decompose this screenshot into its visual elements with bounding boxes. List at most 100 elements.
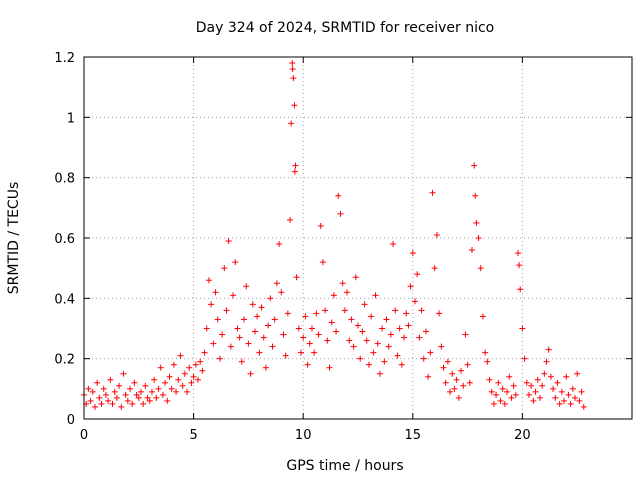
data-point [558, 388, 565, 395]
data-point [346, 337, 353, 344]
data-point [394, 352, 401, 359]
data-point [523, 379, 530, 386]
data-point [550, 385, 557, 392]
x-tick-label: 10 [295, 428, 312, 443]
data-point [282, 352, 289, 359]
data-point [479, 313, 486, 320]
data-point [135, 394, 142, 401]
data-point [468, 247, 475, 254]
data-point [512, 391, 519, 398]
data-point [534, 376, 541, 383]
data-point [214, 316, 221, 323]
data-point [495, 379, 502, 386]
data-point [516, 262, 523, 269]
data-point [102, 391, 109, 398]
data-point [525, 391, 532, 398]
data-point [414, 271, 421, 278]
data-point [433, 231, 440, 238]
data-point [238, 358, 245, 365]
data-point [313, 310, 320, 317]
data-point [271, 316, 278, 323]
data-point [335, 192, 342, 199]
data-point [210, 340, 217, 347]
data-point [363, 337, 370, 344]
data-point [113, 394, 120, 401]
data-point [453, 376, 460, 383]
data-point [422, 328, 429, 335]
data-point [458, 367, 465, 374]
data-point [155, 385, 162, 392]
data-point [236, 334, 243, 341]
data-point [140, 400, 147, 407]
data-point [289, 66, 296, 73]
data-point [159, 391, 166, 398]
data-point [177, 352, 184, 359]
data-point [308, 325, 315, 332]
data-point [168, 385, 175, 392]
data-point [98, 400, 105, 407]
data-point [181, 370, 188, 377]
data-point [475, 235, 482, 241]
data-point [262, 364, 269, 371]
data-point [315, 331, 322, 338]
data-point [175, 376, 182, 383]
data-point [372, 292, 379, 299]
data-point [486, 376, 493, 383]
data-point [306, 340, 313, 347]
data-point [317, 222, 324, 229]
data-point [291, 168, 298, 175]
y-tick-label: 0.8 [54, 172, 75, 187]
data-point [85, 385, 92, 392]
x-tick-label: 20 [514, 428, 531, 443]
data-point [385, 343, 392, 350]
data-point [292, 162, 299, 169]
data-point [567, 400, 574, 407]
data-point [269, 343, 276, 350]
data-point [357, 355, 364, 362]
data-point [420, 355, 427, 362]
data-point [311, 349, 318, 356]
data-point [293, 274, 300, 281]
data-point [449, 370, 456, 377]
data-point [501, 400, 508, 407]
data-point [219, 331, 226, 338]
data-point [144, 394, 151, 401]
data-point [300, 334, 307, 341]
data-point [170, 361, 177, 368]
y-tick-label: 0 [67, 413, 75, 428]
data-point [137, 388, 144, 395]
data-point [116, 382, 123, 389]
data-point [199, 367, 206, 374]
data-point [348, 316, 355, 323]
data-point [179, 382, 186, 389]
data-point [164, 397, 171, 404]
data-point [129, 400, 136, 407]
data-point [265, 322, 272, 329]
data-point [290, 75, 297, 82]
data-points [81, 60, 587, 410]
data-point [442, 379, 449, 386]
data-point [153, 394, 160, 401]
data-point [273, 280, 280, 287]
data-point [370, 349, 377, 356]
data-point [91, 403, 98, 410]
data-point [267, 295, 274, 302]
data-point [127, 385, 134, 392]
data-point [142, 382, 149, 389]
data-point [390, 241, 397, 248]
data-point [418, 307, 425, 314]
data-point [133, 391, 140, 398]
data-point [359, 328, 366, 335]
data-point [203, 325, 210, 332]
data-point [506, 373, 513, 380]
data-point [302, 313, 309, 320]
data-point [580, 403, 587, 410]
y-tick-label: 0.6 [54, 232, 75, 247]
data-point [472, 192, 479, 199]
data-point [554, 379, 561, 386]
data-point [438, 343, 445, 350]
data-point [429, 189, 436, 196]
data-point [254, 313, 261, 320]
data-point [184, 388, 191, 395]
data-point [543, 358, 550, 365]
